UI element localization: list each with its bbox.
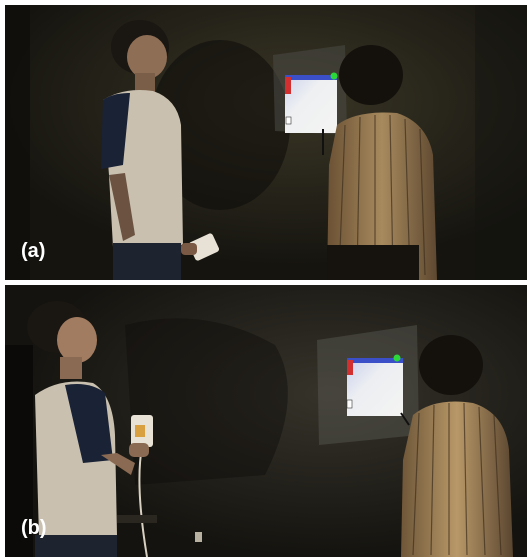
left-dark-edge xyxy=(5,5,30,280)
person-left-neck xyxy=(60,357,82,379)
person-left-sleeve xyxy=(65,384,113,463)
person-right-shirt xyxy=(401,401,513,557)
person-left-hand xyxy=(129,443,149,457)
person-left-pants xyxy=(35,535,117,557)
photo-scene-a xyxy=(5,5,527,280)
person-right-shirt xyxy=(327,112,437,280)
person-shadow xyxy=(150,40,290,210)
photo-scene-b xyxy=(5,285,527,557)
projected-icon xyxy=(346,399,353,409)
doorway xyxy=(5,345,33,557)
person-left-pants xyxy=(113,243,181,280)
person-left-neck xyxy=(135,73,155,93)
projected-blue-bar xyxy=(285,75,337,80)
panel-label-b: (b) xyxy=(21,517,47,539)
right-dark-edge xyxy=(475,5,527,280)
projected-red-bar xyxy=(347,360,353,375)
person-right-pants xyxy=(327,245,419,280)
person-left-hand xyxy=(181,243,197,255)
photo-panel-a: (a) xyxy=(5,5,527,280)
shirt-stripes xyxy=(412,402,502,556)
projected-icon xyxy=(285,116,292,125)
table-edge xyxy=(117,515,157,523)
green-marker xyxy=(330,72,338,80)
projected-red-bar xyxy=(285,77,291,94)
handheld-controller xyxy=(188,233,220,261)
green-marker xyxy=(393,354,401,362)
person-right-hair xyxy=(419,335,483,395)
wall-outlet xyxy=(195,532,202,542)
stylus-stick xyxy=(400,412,410,426)
person-left-face xyxy=(127,35,167,79)
projected-screen xyxy=(347,358,403,416)
person-left-sleeve xyxy=(101,93,130,169)
person-left-face xyxy=(57,317,97,363)
photo-panel-b: (b) xyxy=(5,285,527,557)
projected-screen xyxy=(285,75,337,133)
projected-blue-bar xyxy=(347,358,403,363)
panel-label-a: (a) xyxy=(21,240,46,262)
person-left-arm xyxy=(101,453,135,475)
controller-label xyxy=(135,425,145,437)
person-right-hair xyxy=(339,45,403,105)
person-shadow xyxy=(125,318,288,485)
person-left-arm xyxy=(109,173,135,241)
